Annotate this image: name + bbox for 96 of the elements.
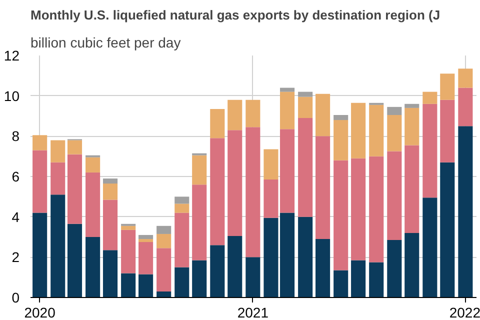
x-tick-label: 2022 (449, 304, 480, 320)
bar (32, 150, 48, 213)
y-tick-label: 10 (4, 88, 20, 104)
bar (334, 160, 348, 270)
bar (316, 239, 330, 298)
bar (86, 237, 100, 298)
bar (351, 158, 366, 260)
bar (210, 138, 225, 246)
bar (32, 135, 48, 150)
bar (50, 162, 66, 195)
chart-title: Monthly U.S. liquefied natural gas exports by destination region (J (30, 8, 440, 22)
bar (280, 92, 295, 130)
y-tick-label: 2 (12, 249, 20, 266)
bar (369, 262, 384, 298)
bar (138, 242, 154, 274)
bar (102, 250, 118, 298)
bar (192, 260, 207, 298)
bar (264, 218, 278, 298)
bar (67, 140, 82, 154)
bar (369, 156, 384, 262)
bar (174, 204, 190, 213)
bar (50, 194, 66, 298)
chart-subtitle: billion cubic feet per day (30, 34, 181, 50)
bar (387, 240, 402, 298)
bar (86, 157, 100, 172)
y-tick-label: 6 (12, 168, 20, 184)
bar (86, 172, 100, 237)
bar (156, 226, 172, 234)
bar (458, 126, 473, 298)
bar (67, 224, 82, 298)
bar (121, 273, 136, 298)
bar (334, 270, 348, 298)
bar (404, 145, 420, 233)
bar (138, 239, 154, 242)
y-tick-label: 0 (12, 290, 20, 306)
bar (440, 162, 455, 298)
bar (210, 108, 225, 138)
bar (121, 226, 136, 230)
bar (334, 114, 348, 120)
bar (174, 196, 190, 204)
bar (351, 260, 366, 298)
bar (156, 248, 172, 292)
bar (192, 184, 207, 260)
bar (458, 88, 473, 126)
bar (121, 230, 136, 274)
bar (210, 245, 225, 298)
y-tick-label: 8 (12, 128, 20, 144)
bar (298, 118, 313, 217)
bar (264, 180, 278, 218)
bar (298, 92, 313, 97)
bar (298, 96, 313, 118)
bar (387, 106, 402, 115)
bar (280, 129, 295, 213)
bar (102, 200, 118, 250)
bar (404, 104, 420, 108)
bar (351, 102, 366, 158)
bar (246, 257, 260, 298)
bar (440, 74, 455, 100)
bar (174, 267, 190, 298)
bar (422, 92, 438, 104)
bar (316, 94, 330, 136)
bar (138, 234, 154, 240)
bar (156, 291, 172, 298)
bar (50, 140, 66, 162)
bar (102, 184, 118, 200)
y-tick-label: 12 (4, 48, 20, 64)
bar (298, 216, 313, 298)
bar (246, 127, 260, 258)
bar (138, 274, 154, 298)
bar (422, 198, 438, 298)
bar (174, 212, 190, 268)
bar (264, 149, 278, 180)
bar (156, 234, 172, 248)
bar (192, 155, 207, 185)
y-tick-label: 4 (12, 208, 20, 225)
x-tick-label: 2020 (24, 304, 56, 320)
bar (369, 104, 384, 156)
bar (422, 104, 438, 198)
bar (280, 212, 295, 298)
bar (404, 108, 420, 146)
bar (102, 178, 118, 184)
bar (316, 136, 330, 240)
bar (458, 68, 473, 88)
bar (387, 151, 402, 240)
bar (228, 236, 242, 298)
bar (387, 114, 402, 152)
bar (404, 232, 420, 298)
x-tick-label: 2021 (237, 304, 269, 320)
bar (334, 120, 348, 160)
bar (280, 88, 295, 92)
bar (32, 212, 48, 298)
bar (228, 100, 242, 130)
bar (440, 100, 455, 162)
bar (228, 130, 242, 236)
bar (246, 100, 260, 128)
bar (67, 154, 82, 224)
